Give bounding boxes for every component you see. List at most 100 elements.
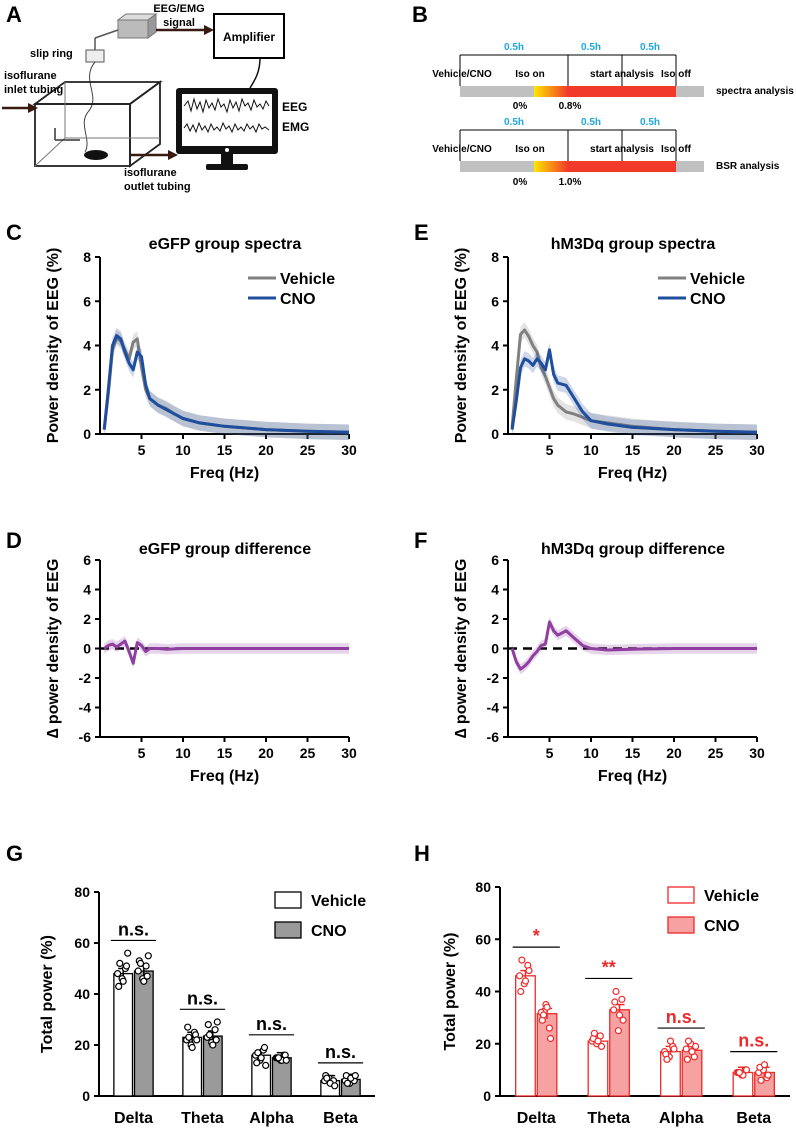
significance-label-g-beta: n.s. (325, 1042, 356, 1062)
data-point-g (124, 949, 132, 957)
y-tick-label-e: 0 (491, 426, 499, 442)
significance-label-h-alpha: n.s. (666, 1007, 697, 1027)
y-tick-label-f: 6 (491, 552, 499, 568)
x-tick-label-f: 15 (625, 745, 641, 761)
significance-label-h-beta: n.s. (738, 1031, 769, 1051)
data-point-h (525, 966, 533, 975)
y-tick-label-g: 40 (74, 986, 90, 1002)
data-point-g (260, 1043, 269, 1052)
x-tick-label-d: 15 (217, 745, 233, 761)
bar-h-vehicle-theta (587, 1040, 609, 1097)
data-point-h (682, 1045, 690, 1053)
data-point-g (142, 962, 150, 970)
y-tick-label-d: -4 (79, 700, 92, 716)
series-line-d-difference (103, 639, 349, 665)
y-tick-label-h: 0 (483, 1088, 491, 1104)
data-point-g (331, 1082, 339, 1090)
data-point-h (663, 1055, 671, 1064)
chart-title-d: eGFP group difference (139, 541, 311, 558)
data-point-h (670, 1045, 678, 1053)
data-point-h (757, 1076, 765, 1084)
data-point-h (545, 1024, 554, 1032)
x-category-g-beta: Beta (323, 1110, 358, 1127)
legend-swatch-g-cno (274, 921, 302, 939)
x-tick-label-f: 5 (546, 745, 554, 761)
legend-swatch-h-vehicle (667, 886, 695, 904)
data-point-h (619, 1016, 627, 1024)
data-point-g (116, 959, 124, 968)
x-tick-label-c: 20 (258, 442, 274, 458)
panel-label-h: H (414, 841, 430, 866)
data-point-g (119, 977, 127, 985)
data-point-g (213, 1018, 221, 1026)
data-point-g (184, 1023, 192, 1031)
y-tick-label-f: -6 (487, 729, 500, 745)
data-point-g (351, 1071, 359, 1080)
data-point-g (113, 969, 122, 978)
x-category-g-delta: Delta (114, 1110, 153, 1127)
y-tick-label-d: 6 (83, 552, 91, 568)
significance-label-g-delta: n.s. (118, 919, 149, 939)
panel-label-e: E (414, 220, 429, 245)
data-point-h (546, 1034, 555, 1043)
data-point-g (185, 1033, 193, 1041)
data-point-g (262, 1061, 270, 1070)
y-tick-label-c: 0 (83, 426, 91, 442)
y-axis-title-g: Total power (%) (39, 935, 56, 1053)
x-category-g-alpha: Alpha (249, 1110, 294, 1127)
y-tick-label-f: -2 (487, 670, 500, 686)
data-point-g (115, 982, 123, 991)
panel-label-g: G (6, 841, 23, 866)
sem-band-c-0 (104, 330, 349, 440)
data-point-g (188, 1043, 196, 1052)
y-axis-title-c: Power density of EEG (%) (45, 248, 62, 444)
y-tick-label-h: 60 (475, 931, 491, 947)
data-point-g (253, 1059, 261, 1067)
y-tick-label-c: 2 (83, 382, 91, 398)
data-point-g (204, 1020, 212, 1029)
panel-label-c: C (6, 220, 22, 245)
data-point-g (143, 972, 151, 980)
significance-label-g-alpha: n.s. (256, 1014, 287, 1034)
x-tick-label-d: 25 (300, 745, 316, 761)
x-tick-label-c: 15 (217, 442, 233, 458)
y-tick-label-e: 6 (491, 293, 499, 309)
y-tick-label-f: -4 (487, 700, 500, 716)
x-tick-label-e: 5 (546, 442, 554, 458)
data-point-h (518, 956, 526, 964)
x-axis-title-d: Freq (Hz) (190, 768, 259, 785)
legend-label-g-vehicle: Vehicle (311, 893, 366, 910)
data-point-h (610, 1006, 618, 1014)
data-point-h (760, 1061, 769, 1069)
x-tick-label-e: 15 (625, 442, 641, 458)
data-point-g (254, 1049, 262, 1057)
x-tick-label-d: 20 (258, 745, 274, 761)
x-tick-label-c: 5 (138, 442, 146, 458)
y-tick-label-h: 20 (475, 1036, 491, 1052)
panel-label-b: B (412, 2, 428, 27)
y-axis-title-f: ∆ power density of EEG (453, 559, 470, 739)
series-line-c-cno (102, 334, 350, 434)
x-axis-title-e: Freq (Hz) (598, 465, 667, 482)
data-point-g (144, 952, 152, 960)
y-tick-label-d: 4 (83, 582, 91, 598)
legend-label-e-cno: CNO (690, 291, 726, 308)
bar-g-cno-delta (133, 970, 154, 1097)
x-tick-label-e: 30 (749, 442, 765, 458)
data-point-h (688, 1047, 696, 1056)
data-point-h (517, 987, 525, 996)
data-point-h (539, 1011, 548, 1019)
y-tick-label-e: 8 (491, 249, 499, 265)
data-point-g (140, 977, 148, 985)
data-point-h (764, 1071, 772, 1079)
series-line-e-cno (510, 348, 758, 434)
data-point-h (590, 1029, 599, 1037)
x-category-g-theta: Theta (181, 1110, 224, 1127)
data-point-g (122, 962, 131, 970)
x-axis-title-f: Freq (Hz) (598, 768, 667, 785)
data-point-h (597, 1042, 606, 1051)
data-point-g (136, 959, 145, 968)
y-tick-label-g: 80 (74, 884, 90, 900)
x-axis-title-c: Freq (Hz) (190, 465, 259, 482)
y-tick-label-e: 2 (491, 382, 499, 398)
